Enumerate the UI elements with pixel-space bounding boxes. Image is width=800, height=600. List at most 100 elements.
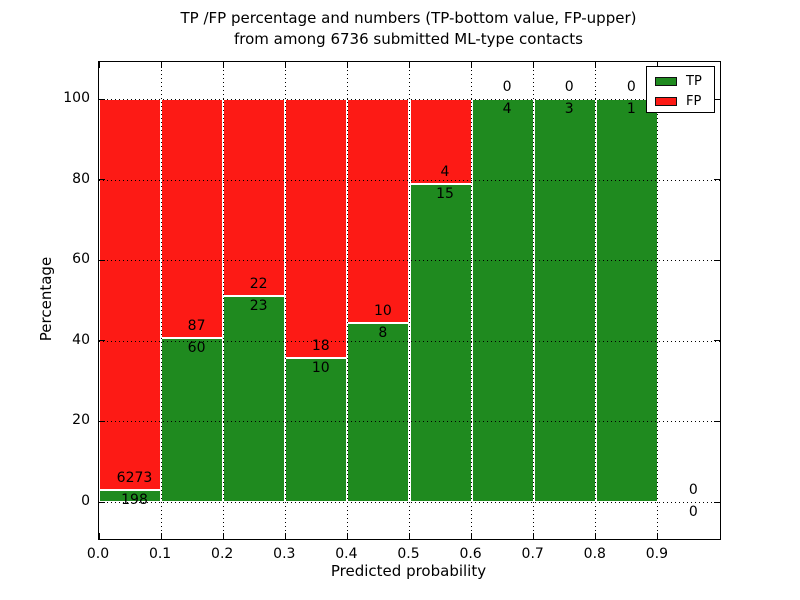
grid-line-vertical xyxy=(222,62,224,539)
x-tick-mark-bottom xyxy=(222,533,224,539)
bar-count-label-fp: 18 xyxy=(311,338,330,355)
y-tick-mark-left xyxy=(99,420,105,422)
x-tick-mark-top xyxy=(595,62,597,68)
x-tick-mark-bottom xyxy=(471,533,473,539)
bar-count-label-fp: 10 xyxy=(373,302,392,319)
x-tick-mark-bottom xyxy=(595,533,597,539)
x-tick-mark-top xyxy=(409,62,410,68)
x-tick-mark-top xyxy=(222,62,224,68)
x-tick-mark-bottom xyxy=(657,533,659,539)
x-tick-label: 0.4 xyxy=(335,546,358,562)
grid-line-vertical xyxy=(346,62,348,539)
bar-count-label-tp: 8 xyxy=(378,324,388,341)
bar-count-label-fp: 4 xyxy=(440,163,450,180)
bar-count-label-fp: 87 xyxy=(187,317,206,334)
grid-line-vertical xyxy=(160,62,162,539)
x-tick-label: 0.6 xyxy=(459,546,482,562)
legend: TP FP xyxy=(646,66,715,113)
legend-item-fp: FP xyxy=(655,93,706,110)
x-axis-label: Predicted probability xyxy=(330,562,487,580)
x-tick-label: 0.7 xyxy=(521,546,544,562)
grid-line-vertical xyxy=(533,62,535,539)
bar-count-label-fp: 6273 xyxy=(116,469,153,486)
bar-segment-fp xyxy=(347,99,410,323)
bar-segment-tp xyxy=(223,296,286,502)
x-tick-mark-bottom xyxy=(346,533,348,539)
x-tick-mark-top xyxy=(657,62,659,68)
bar-segment-tp xyxy=(285,358,348,502)
bar-segment-tp xyxy=(409,183,472,502)
bar-count-label-tp: 1 xyxy=(626,101,636,117)
bar-count-label-tp: 23 xyxy=(249,298,268,315)
x-tick-label: 0.1 xyxy=(148,546,172,562)
x-tick-mark-bottom xyxy=(284,533,286,539)
y-tick-mark-left xyxy=(99,179,105,181)
y-tick-label: 100 xyxy=(63,90,90,106)
bar-segment-tp xyxy=(347,322,410,502)
x-tick-mark-top xyxy=(719,62,721,68)
bar-count-label-tp: 198 xyxy=(121,491,148,508)
x-tick-mark-top xyxy=(284,62,286,68)
chart-title-line1: TP /FP percentage and numbers (TP-bottom… xyxy=(180,9,637,27)
legend-item-tp: TP xyxy=(655,73,706,90)
x-tick-mark-top xyxy=(346,62,348,68)
y-tick-mark-left xyxy=(99,98,105,100)
y-tick-label: 40 xyxy=(72,331,90,348)
bar-segment-fp xyxy=(285,99,348,359)
y-tick-mark-right xyxy=(714,501,720,503)
y-tick-label: 20 xyxy=(72,412,90,429)
x-tick-label: 0.3 xyxy=(273,546,296,562)
y-tick-mark-right xyxy=(714,259,720,261)
bar-count-label-fp: 0 xyxy=(564,79,574,95)
bar-count-label-tp: 60 xyxy=(187,339,206,356)
legend-label-fp: FP xyxy=(686,94,702,109)
bar-count-label-tp: 15 xyxy=(436,185,454,202)
grid-line-vertical xyxy=(657,62,659,539)
x-tick-mark-bottom xyxy=(160,533,162,539)
chart-title: TP /FP percentage and numbers (TP-bottom… xyxy=(98,8,719,50)
x-tick-label: 0.9 xyxy=(645,546,669,562)
y-tick-mark-right xyxy=(714,420,720,422)
x-tick-mark-bottom xyxy=(533,533,535,539)
bar-segment-fp xyxy=(223,99,286,297)
bar-count-label-tp: 0 xyxy=(688,504,698,520)
bar-segment-tp xyxy=(595,99,658,502)
x-tick-mark-bottom xyxy=(98,533,100,539)
bar-count-label-tp: 4 xyxy=(502,101,512,117)
chart-title-line2: from among 6736 submitted ML-type contac… xyxy=(234,30,583,48)
bar-segment-fp xyxy=(99,99,162,490)
x-tick-mark-top xyxy=(98,62,100,68)
x-tick-mark-bottom xyxy=(409,533,410,539)
grid-line-vertical xyxy=(595,62,597,539)
y-tick-mark-right xyxy=(714,179,720,181)
x-tick-mark-top xyxy=(533,62,535,68)
bar-count-label-tp: 3 xyxy=(564,101,574,117)
y-tick-mark-right xyxy=(714,340,720,342)
legend-swatch-fp xyxy=(655,97,677,106)
bar-count-label-fp: 0 xyxy=(502,79,512,95)
grid-line-vertical xyxy=(284,62,286,539)
y-tick-mark-right xyxy=(714,98,720,100)
y-tick-mark-left xyxy=(99,259,105,261)
legend-swatch-tp xyxy=(655,77,677,86)
bar-count-label-fp: 0 xyxy=(626,79,636,95)
x-tick-mark-bottom xyxy=(719,533,721,539)
bar-segment-fp xyxy=(161,99,224,338)
bar-segment-tp xyxy=(161,337,224,502)
y-tick-label: 0 xyxy=(81,493,90,509)
y-tick-label: 80 xyxy=(72,170,90,187)
bar-segment-tp xyxy=(533,99,596,502)
y-tick-mark-left xyxy=(99,340,105,342)
plot-area: 6273 198 87 60 22 23 18 10 10 8 4 15 0 4 0 3 0 1 0 0 xyxy=(98,61,721,540)
x-tick-mark-top xyxy=(160,62,162,68)
x-tick-label: 0.2 xyxy=(211,546,234,562)
x-tick-label: 0.5 xyxy=(397,546,420,562)
y-tick-mark-left xyxy=(99,501,105,503)
bar-segment-tp xyxy=(471,99,534,502)
bar-count-label-fp: 0 xyxy=(688,482,698,498)
grid-line-vertical xyxy=(471,62,473,539)
grid-line-vertical xyxy=(409,62,410,539)
legend-label-tp: TP xyxy=(686,74,702,89)
bar-count-label-tp: 10 xyxy=(311,360,330,377)
